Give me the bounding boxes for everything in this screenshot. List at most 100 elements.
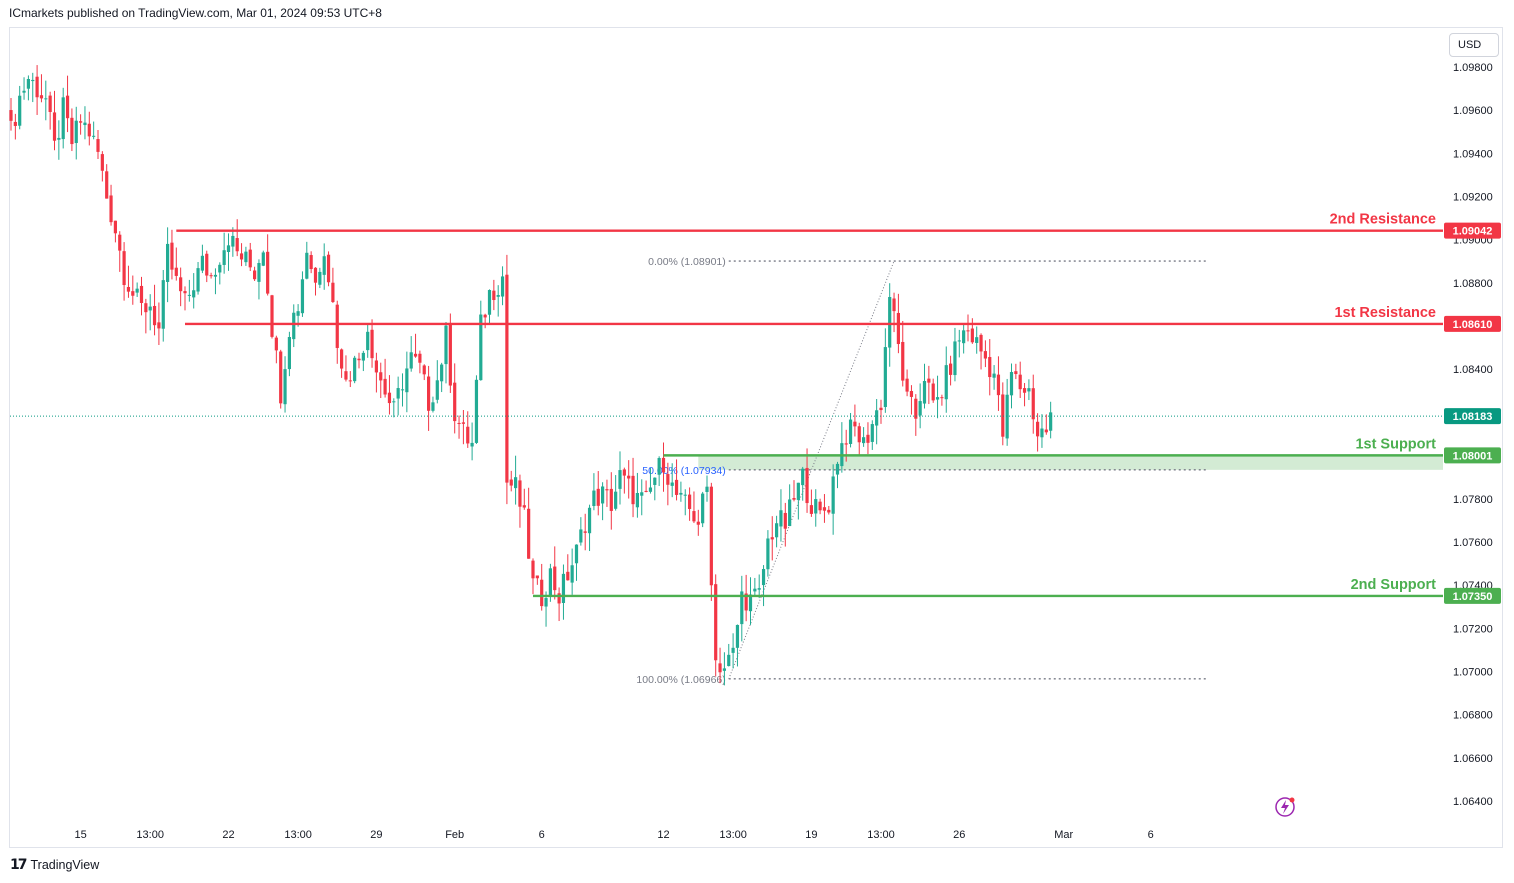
- lightning-icon: [1275, 797, 1295, 817]
- candle-body: [183, 291, 187, 294]
- candle-body: [353, 357, 357, 382]
- candle-body: [592, 490, 596, 507]
- candle-body: [935, 397, 940, 400]
- tradingview-logo-icon: 17: [10, 857, 28, 873]
- candle-body: [905, 378, 909, 392]
- resistance-label: 2nd Resistance: [1330, 212, 1436, 228]
- candle-body: [844, 443, 848, 445]
- candle-body: [692, 511, 696, 522]
- candle-body: [409, 352, 413, 369]
- candle-body: [18, 95, 22, 126]
- candle-body: [266, 251, 270, 294]
- candle-body: [940, 397, 944, 399]
- candle-body: [714, 584, 718, 661]
- candle-body: [901, 341, 905, 381]
- lightning-icon-bolt: [1281, 800, 1289, 814]
- candle-body: [744, 593, 748, 611]
- support-price-badge: [1444, 587, 1501, 604]
- candle-body: [283, 369, 287, 405]
- candle-body: [496, 295, 500, 297]
- candle-body: [300, 279, 305, 314]
- candle-body: [866, 434, 870, 443]
- price-tick-label: 1.09800: [1453, 62, 1493, 74]
- currency-selector[interactable]: USD: [1449, 33, 1499, 57]
- candle-body: [514, 477, 518, 489]
- candle-body: [875, 410, 879, 426]
- candle-body: [261, 252, 265, 266]
- candle-body: [888, 297, 892, 348]
- candle-body: [587, 507, 592, 534]
- candle-body: [292, 312, 296, 340]
- candle-body: [139, 285, 144, 304]
- candle-body: [909, 391, 914, 397]
- candle-body: [335, 304, 339, 348]
- candle-body: [383, 378, 387, 395]
- candle-body: [470, 442, 474, 447]
- candle-body: [583, 531, 587, 533]
- candle-body: [174, 267, 178, 276]
- price-tick-label: 1.08400: [1453, 364, 1493, 376]
- candle-body: [331, 282, 335, 303]
- candle-body: [440, 364, 444, 382]
- candle-body: [492, 290, 496, 301]
- time-tick-label: 29: [370, 829, 382, 841]
- candle-body: [518, 480, 522, 507]
- candle-body: [918, 401, 922, 416]
- price-tick-label: 1.07000: [1453, 666, 1493, 678]
- candle-body: [122, 251, 126, 286]
- candle-body: [679, 492, 683, 495]
- candle-body: [544, 598, 548, 607]
- candle-body: [992, 373, 996, 378]
- tradingview-logo-text: TradingView: [30, 858, 100, 872]
- candle-body: [505, 274, 509, 483]
- candle-body: [79, 121, 83, 123]
- candle-body: [448, 324, 452, 386]
- candle-body: [161, 280, 165, 329]
- resistance-price-badge: [1444, 315, 1501, 332]
- candle-body: [366, 331, 370, 351]
- candle-body: [527, 508, 531, 559]
- candle-body: [170, 242, 174, 270]
- lightning-icon-ring: [1275, 797, 1295, 817]
- candle-body: [222, 250, 226, 265]
- candle-body: [635, 492, 639, 508]
- support-price-badge: [1444, 447, 1501, 464]
- chart-frame[interactable]: [9, 27, 1503, 848]
- candle-body: [296, 311, 300, 316]
- price-tick-label: 1.07600: [1453, 537, 1493, 549]
- candle-body: [344, 371, 348, 380]
- candle-body: [1049, 412, 1053, 431]
- candle-body: [52, 112, 57, 141]
- candle-body: [796, 482, 800, 500]
- candle-body: [805, 467, 809, 504]
- candle-body: [361, 352, 365, 361]
- candle-body: [766, 538, 770, 570]
- candle-body: [500, 276, 505, 297]
- candle-body: [231, 235, 235, 247]
- time-tick-label: 19: [805, 829, 817, 841]
- candle-body: [605, 489, 609, 491]
- candle-body: [270, 295, 274, 337]
- price-badges-layer: 1.09042 1.08610 1.08001 1.07350 1.08183: [1444, 222, 1501, 604]
- candle-body: [196, 268, 200, 292]
- candle-body: [975, 337, 979, 343]
- fibonacci-level-label: 0.00% (1.08901): [648, 256, 726, 268]
- candle-body: [413, 353, 418, 357]
- candle-body: [444, 325, 448, 365]
- candle-body: [574, 544, 579, 564]
- candle-body: [535, 575, 539, 579]
- candle-body: [644, 490, 648, 492]
- candle-body: [31, 79, 35, 82]
- candle-body: [1001, 394, 1005, 437]
- candle-body: [65, 95, 70, 119]
- candle-body: [239, 253, 244, 260]
- tradingview-logo[interactable]: 17 TradingView: [10, 857, 99, 873]
- time-tick-label: 15: [74, 829, 86, 841]
- support-price-badge-text: 1.08001: [1453, 450, 1493, 462]
- candle-body: [274, 337, 278, 351]
- candle-body: [74, 120, 78, 144]
- candle-body: [418, 353, 422, 363]
- support-zone-layer: [698, 455, 1443, 470]
- candle-body: [809, 505, 813, 514]
